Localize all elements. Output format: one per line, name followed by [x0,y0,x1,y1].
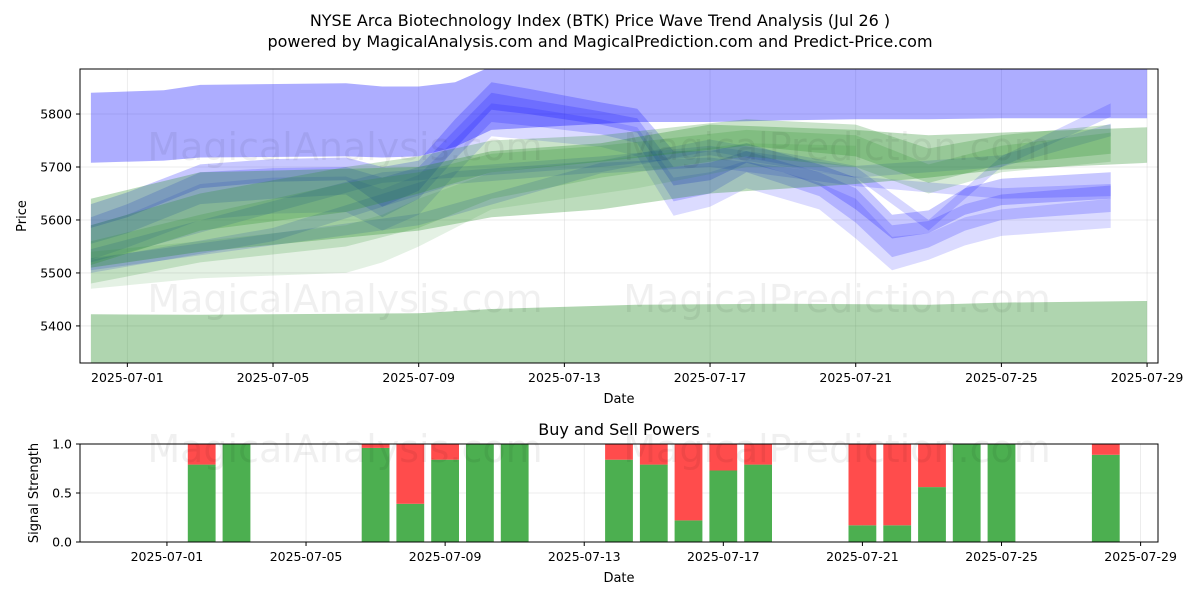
signal-x-tick-label: 2025-07-09 [409,549,482,564]
buy-bar [500,444,529,542]
signal-y-label: Signal Strength [27,443,42,543]
price-x-tick-label: 2025-07-05 [237,370,310,385]
watermark-text: MagicalAnalysis.com [147,427,542,471]
price-band-2 [90,92,1111,258]
signal-x-tick-label: 2025-07-13 [548,549,621,564]
price-x-label: Date [603,392,634,407]
price-grid [80,69,1158,363]
signal-x-tick-label: 2025-07-01 [131,549,204,564]
buy-bar [848,525,877,542]
sell-bar [396,444,425,504]
buy-bar [431,459,459,542]
sell-bar [848,444,877,526]
signal-x-tick-label: 2025-07-21 [826,549,899,564]
buy-bar [674,520,703,542]
price-x-tick-label: 2025-07-13 [528,370,601,385]
signal-panel: Buy and Sell Powers MagicalAnalysis.com M… [27,420,1177,586]
price-band-0 [90,69,1148,163]
signal-x-ticks: 2025-07-01 2025-07-05 2025-07-09 2025-07-13… [131,542,1177,564]
buy-bar [883,525,912,542]
signal-y-tick-label: 0.0 [52,535,72,550]
price-band-3 [90,103,1111,271]
price-y-tick-label: 5800 [40,107,72,122]
price-bands [90,69,1148,363]
price-band-4 [90,157,1111,271]
sell-bar [674,444,703,521]
buy-bar [361,447,390,542]
price-x-tick-label: 2025-07-17 [674,370,747,385]
chart-title: NYSE Arca Biotechnology Index (BTK) Pric… [310,11,890,30]
sell-bar [431,444,459,460]
buy-bar [1091,454,1120,542]
signal-x-tick-label: 2025-07-29 [1104,549,1177,564]
buy-bar [918,487,946,542]
price-x-tick-label: 2025-07-25 [965,370,1038,385]
signal-x-tick-label: 2025-07-25 [965,549,1038,564]
price-band-11 [90,143,856,289]
price-y-tick-label: 5500 [40,265,72,280]
sell-bar [639,444,668,465]
signal-bars [187,444,1120,542]
watermark-text: MagicalAnalysis.com [147,277,542,321]
price-panel: MagicalAnalysis.com MagicalPrediction.com… [15,68,1183,407]
signal-title: Buy and Sell Powers [538,420,700,439]
price-y-tick-label: 5700 [40,160,72,175]
signal-y-tick-label: 1.0 [52,437,72,452]
buy-bar [744,464,772,542]
buy-bar [466,444,494,542]
price-x-tick-label: 2025-07-01 [91,370,164,385]
price-axes-frame [79,68,1159,364]
buy-bar [639,464,668,542]
buy-bar [396,503,425,542]
signal-x-tick-label: 2025-07-17 [687,549,760,564]
buy-bar [987,444,1016,542]
price-y-label: Price [15,200,30,232]
buy-bar [709,470,738,542]
watermark-text: MagicalPrediction.com [623,125,1051,169]
price-x-tick-label: 2025-07-09 [382,370,455,385]
chart-subtitle: powered by MagicalAnalysis.com and Magic… [267,32,932,51]
price-band-1 [90,82,1111,239]
sell-bar [1091,444,1120,455]
price-x-tick-label: 2025-07-29 [1111,370,1184,385]
buy-bar [187,464,216,542]
price-band-9 [90,119,1111,265]
buy-bar [605,459,633,542]
price-y-tick-label: 5400 [40,318,72,333]
price-x-tick-label: 2025-07-21 [819,370,892,385]
price-x-ticks: 2025-07-01 2025-07-05 2025-07-09 2025-07-13… [91,363,1183,385]
signal-y-ticks: 0.0 0.5 1.0 [52,437,80,550]
price-band-7 [90,301,1148,363]
signal-x-tick-label: 2025-07-05 [270,549,343,564]
watermark-text: MagicalAnalysis.com [147,125,542,169]
sell-bar [744,444,772,465]
sell-bar [361,444,390,448]
buy-bar [222,444,251,542]
watermark-text: MagicalPrediction.com [623,277,1051,321]
watermark-text: MagicalPrediction.com [623,427,1051,471]
signal-x-label: Date [603,571,634,586]
signal-y-tick-label: 0.5 [52,486,72,501]
sell-bar [187,444,216,465]
price-y-tick-label: 5600 [40,212,72,227]
sell-bar [883,444,912,526]
sell-bar [605,444,633,460]
buy-bar [952,444,981,542]
price-y-ticks: 5400 5500 5600 5700 5800 [40,107,80,333]
price-band-8 [90,124,1148,268]
signal-watermarks: MagicalAnalysis.com MagicalPrediction.com [147,427,1050,471]
sell-bar [918,444,946,488]
sell-bar [709,444,738,471]
price-band-10 [90,129,1111,284]
price-watermarks: MagicalAnalysis.com MagicalPrediction.com… [147,125,1050,321]
